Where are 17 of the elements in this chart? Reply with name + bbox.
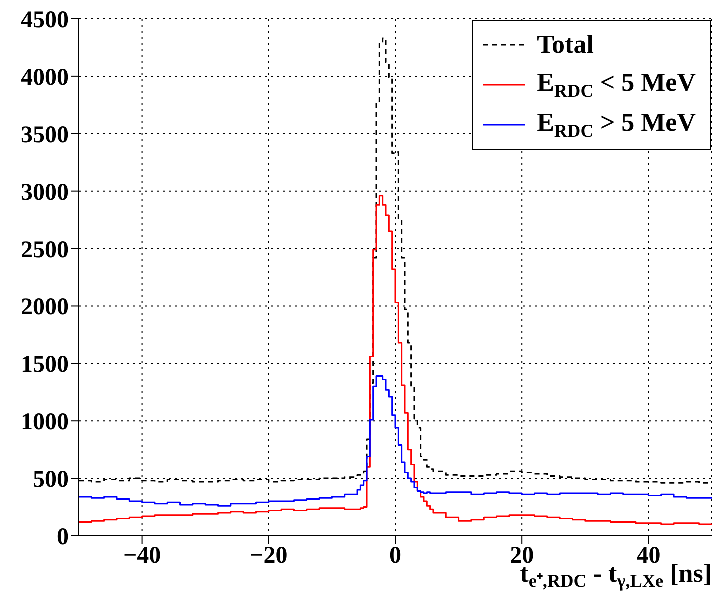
legend-label: Total	[537, 30, 594, 59]
legend-label: E$_{RDC}$ < 5 MeV	[537, 68, 696, 102]
y-tick-label: 4000	[21, 64, 69, 91]
y-tick-label: 2000	[21, 294, 69, 321]
x-tick-label: −20	[250, 543, 288, 570]
y-tick-label: 500	[33, 467, 69, 494]
x-tick-label: −40	[123, 543, 162, 570]
x-tick-label: 40	[636, 543, 661, 570]
legend-label: E$_{RDC}$ > 5 MeV	[537, 108, 696, 142]
y-tick-label: 3500	[21, 122, 69, 148]
y-tick-label: 3000	[21, 180, 69, 206]
y-tick-label: 4500	[21, 8, 69, 34]
y-tick-label: 1000	[21, 410, 69, 436]
x-tick-label: 0	[390, 543, 402, 570]
y-tick-label: 1500	[21, 352, 69, 378]
y-tick-label: 0	[57, 524, 69, 551]
y-tick-label: 2500	[21, 237, 69, 264]
